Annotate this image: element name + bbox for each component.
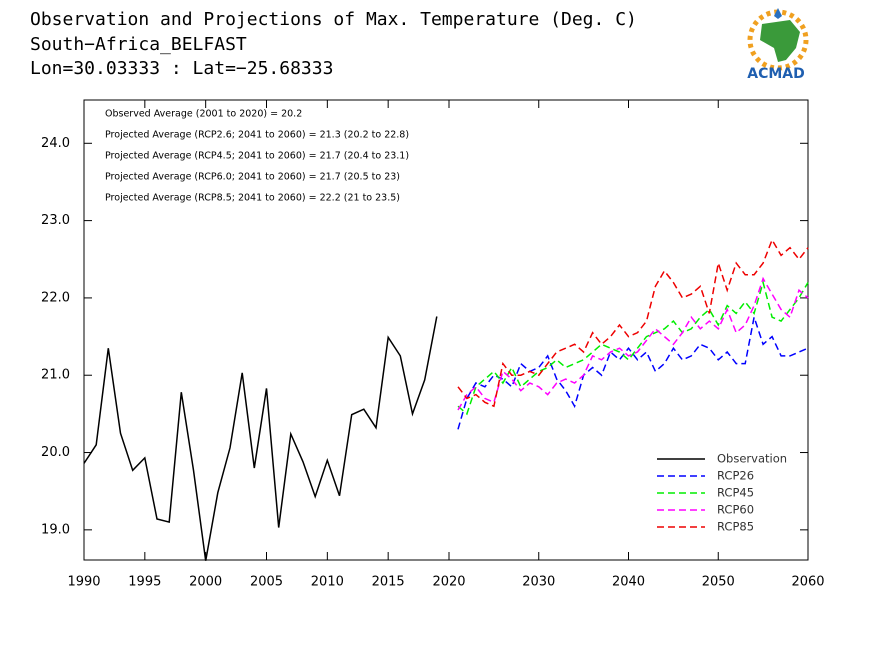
x-tick-label: 2015 bbox=[372, 575, 405, 590]
title-line: Observation and Projections of Max. Temp… bbox=[30, 9, 637, 30]
legend-label: RCP26 bbox=[717, 469, 754, 483]
series-line bbox=[457, 276, 809, 411]
y-tick-label: 24.0 bbox=[41, 136, 70, 151]
series-line bbox=[83, 316, 438, 561]
logo: ACMAD bbox=[747, 8, 809, 82]
x-tick-label: 2000 bbox=[189, 575, 222, 590]
x-tick-label: 1990 bbox=[67, 575, 100, 590]
legend-label: Observation bbox=[717, 452, 787, 466]
annotation: Projected Average (RCP6.0; 2041 to 2060)… bbox=[105, 172, 400, 183]
annotation: Projected Average (RCP8.5; 2041 to 2060)… bbox=[105, 193, 400, 204]
annotation: Observed Average (2001 to 2020) = 20.2 bbox=[105, 109, 302, 120]
x-tick-label: 2040 bbox=[612, 575, 645, 590]
title-line: Lon=30.03333 : Lat=−25.68333 bbox=[30, 58, 333, 79]
legend-label: RCP45 bbox=[717, 486, 754, 500]
y-tick-label: 22.0 bbox=[41, 290, 70, 305]
y-tick-label: 19.0 bbox=[41, 522, 70, 537]
x-tick-label: 1995 bbox=[128, 575, 161, 590]
plot-frame bbox=[83, 99, 809, 561]
annotation: Projected Average (RCP2.6; 2041 to 2060)… bbox=[105, 130, 409, 141]
x-tick-label: 2030 bbox=[522, 575, 555, 590]
legend-label: RCP85 bbox=[717, 520, 754, 534]
x-tick-label: 2020 bbox=[432, 575, 465, 590]
legend-label: RCP60 bbox=[717, 503, 754, 517]
annotation: Projected Average (RCP4.5; 2041 to 2060)… bbox=[105, 151, 409, 162]
series-line bbox=[457, 238, 809, 408]
series-line bbox=[457, 279, 809, 416]
title-line: South−Africa_BELFAST bbox=[30, 34, 247, 55]
x-tick-label: 2050 bbox=[702, 575, 735, 590]
logo-text: ACMAD bbox=[747, 66, 805, 82]
x-tick-label: 2060 bbox=[791, 575, 824, 590]
series-line bbox=[457, 314, 809, 430]
y-tick-label: 23.0 bbox=[41, 213, 70, 228]
x-tick-label: 2005 bbox=[250, 575, 283, 590]
y-tick-label: 21.0 bbox=[41, 368, 70, 383]
x-tick-label: 2010 bbox=[311, 575, 344, 590]
y-tick-label: 20.0 bbox=[41, 445, 70, 460]
